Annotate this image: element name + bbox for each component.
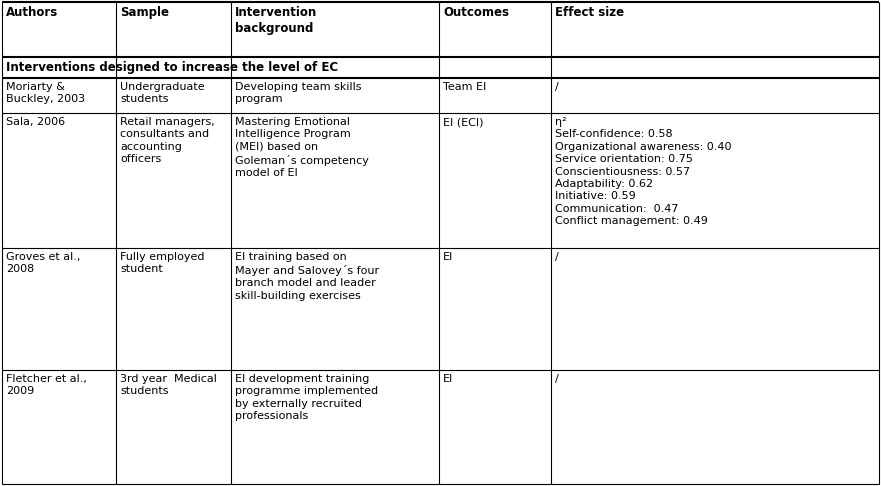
Text: Interventions designed to increase the level of EC: Interventions designed to increase the l… xyxy=(6,61,338,74)
Text: Team EI: Team EI xyxy=(443,82,486,92)
Text: Intervention
background: Intervention background xyxy=(235,6,317,35)
Text: Developing team skills
program: Developing team skills program xyxy=(235,82,361,104)
Text: Fully employed
student: Fully employed student xyxy=(120,252,204,275)
Text: EI: EI xyxy=(443,374,453,384)
Text: /: / xyxy=(555,252,559,262)
Text: Sample: Sample xyxy=(120,6,169,19)
Text: EI (ECI): EI (ECI) xyxy=(443,117,484,127)
Text: Moriarty &
Buckley, 2003: Moriarty & Buckley, 2003 xyxy=(6,82,85,104)
Text: Undergraduate
students: Undergraduate students xyxy=(120,82,204,104)
Text: Mastering Emotional
Intelligence Program
(MEI) based on
Goleman´s competency
mod: Mastering Emotional Intelligence Program… xyxy=(235,117,369,178)
Text: /: / xyxy=(555,82,559,92)
Text: Fletcher et al.,
2009: Fletcher et al., 2009 xyxy=(6,374,87,397)
Text: Authors: Authors xyxy=(6,6,58,19)
Text: EI: EI xyxy=(443,252,453,262)
Text: Effect size: Effect size xyxy=(555,6,624,19)
Text: EI development training
programme implemented
by externally recruited
profession: EI development training programme implem… xyxy=(235,374,378,421)
Text: Sala, 2006: Sala, 2006 xyxy=(6,117,65,127)
Text: Outcomes: Outcomes xyxy=(443,6,509,19)
Text: Retail managers,
consultants and
accounting
officers: Retail managers, consultants and account… xyxy=(120,117,215,164)
Text: Groves et al.,
2008: Groves et al., 2008 xyxy=(6,252,80,275)
Text: η²
Self-confidence: 0.58
Organizational awareness: 0.40
Service orientation: 0.7: η² Self-confidence: 0.58 Organizational … xyxy=(555,117,731,226)
Text: 3rd year  Medical
students: 3rd year Medical students xyxy=(120,374,217,397)
Text: EI training based on
Mayer and Salovey´s four
branch model and leader
skill-buil: EI training based on Mayer and Salovey´s… xyxy=(235,252,379,300)
Text: /: / xyxy=(555,374,559,384)
